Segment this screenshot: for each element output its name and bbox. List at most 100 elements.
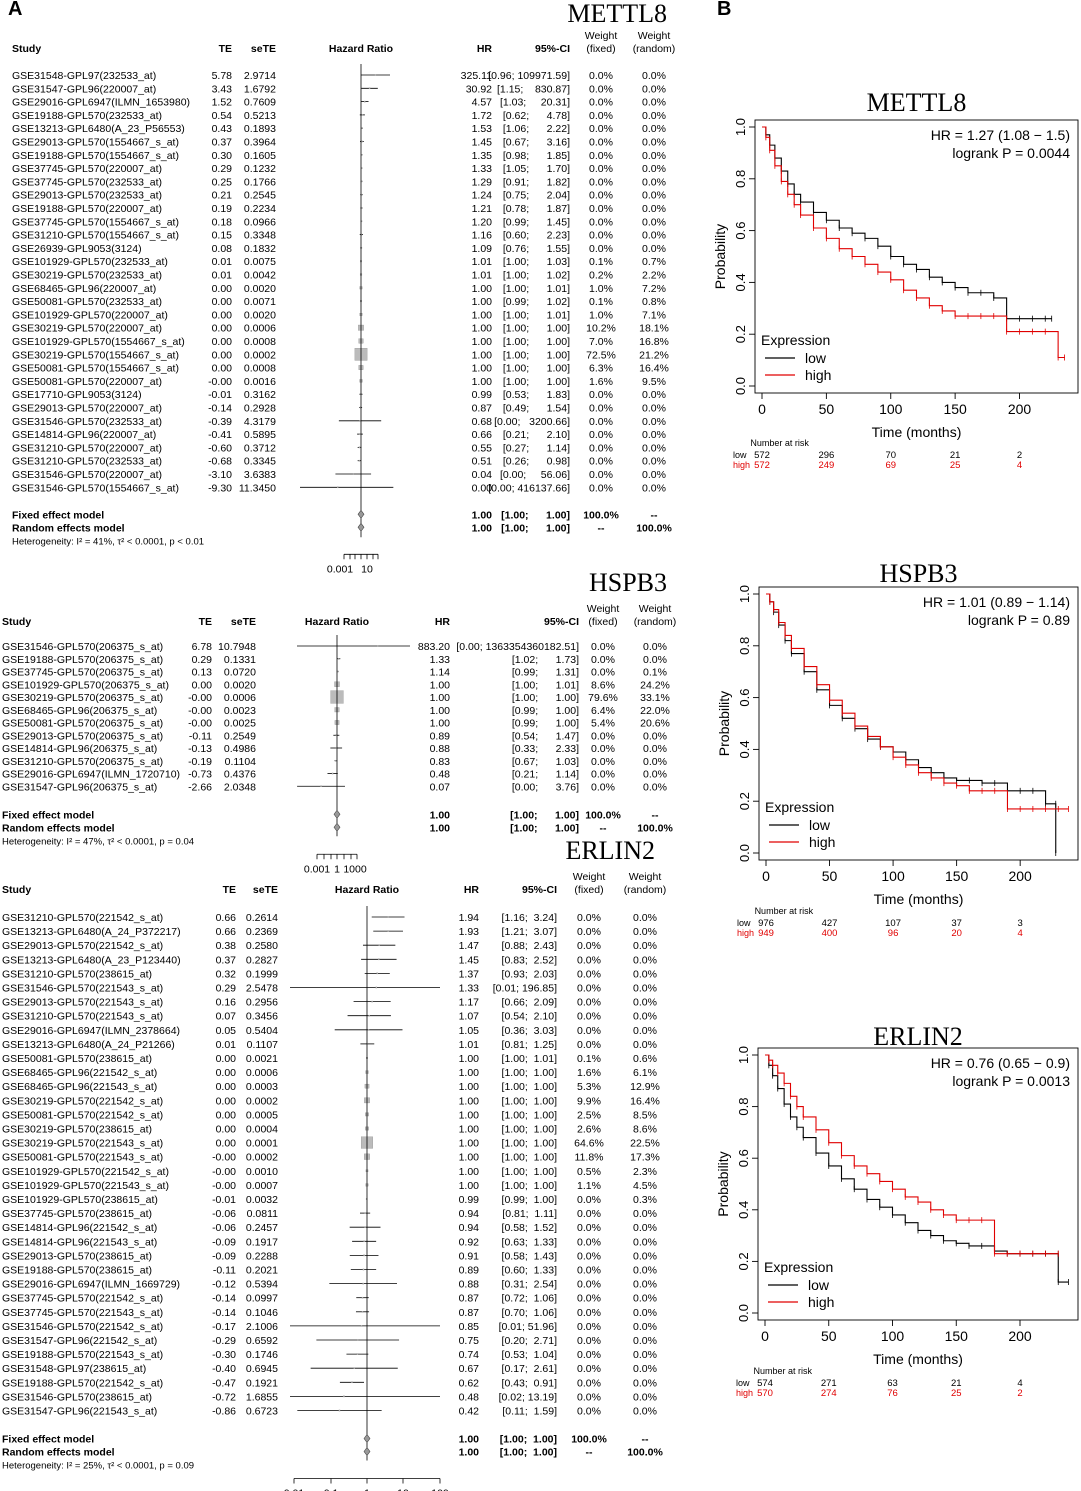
te-value: -2.66	[188, 781, 212, 793]
study-label: GSE13213-GPL6480(A_24_P372217)	[2, 926, 181, 938]
te-value: -0.41	[208, 429, 232, 441]
te-value: 0.00	[212, 296, 233, 308]
sete-value: 0.1999	[246, 968, 278, 980]
fixed-effect-diamond	[357, 509, 365, 519]
ci-value: [1.02; 1.73]	[512, 654, 579, 666]
km-risk-header: Number at risk	[750, 438, 809, 448]
study-label: GSE31547-GPL96(221542_s_at)	[2, 1335, 157, 1347]
study-label: GSE31546-GPL570(221543_s_at)	[2, 983, 163, 995]
sete-value: 0.5404	[246, 1025, 278, 1037]
hr-value: 1.01	[459, 1039, 480, 1051]
sete-value: 0.0003	[246, 1081, 278, 1093]
km-logrank-text: logrank P = 0.0044	[952, 145, 1070, 161]
km-risk-count: 63	[887, 1378, 898, 1389]
ci-value: [0.00; 416137.66]	[488, 482, 570, 494]
km-legend-label-low: low	[805, 350, 827, 366]
study-label: GSE37745-GPL570(232533_at)	[12, 176, 162, 188]
weight-random-value: 0.0%	[633, 1025, 657, 1037]
weight-fixed-value: 8.6%	[591, 679, 615, 691]
km-risk-row-label-high: high	[736, 1388, 753, 1398]
km-hr-text: HR = 1.01 (0.89 − 1.14)	[923, 594, 1070, 610]
km-x-tick-label: 150	[945, 1328, 969, 1344]
sete-value: 0.5895	[244, 429, 276, 441]
study-label: GSE101929-GPL570(221542_s_at)	[2, 1166, 169, 1178]
weight-fixed-value: 0.0%	[589, 203, 613, 215]
hr-value: 325.11	[461, 70, 492, 82]
study-label: GSE13213-GPL6480(A_23_P56553)	[12, 123, 185, 135]
col-header-sete: seTE	[231, 616, 256, 628]
sete-value: 0.2580	[246, 940, 278, 952]
weight-fixed-value: 0.0%	[589, 243, 613, 255]
study-label: GSE29016-GPL6947(ILMN_1720710)	[2, 769, 180, 781]
km-plot-frame	[757, 1047, 1079, 1321]
sete-value: 0.2549	[224, 730, 256, 742]
sete-value: 0.1331	[224, 654, 256, 666]
weight-random-value: 22.0%	[640, 705, 670, 717]
weight-fixed-value: 0.0%	[577, 1236, 601, 1248]
weight-fixed-value: 0.0%	[577, 1349, 601, 1361]
sete-value: 0.0002	[246, 1152, 278, 1164]
weight-fixed-value: 0.0%	[577, 1265, 601, 1277]
weight-fixed-value: 0.2%	[589, 270, 613, 282]
weight-fixed-value: 0.0%	[589, 429, 613, 441]
col-header-weight-random: Weight	[639, 603, 672, 615]
km-x-axis-label: Time (months)	[872, 424, 962, 440]
ci-value: [1.00; 1.01]	[503, 309, 570, 321]
fixed-effect-label: Fixed effect model	[2, 809, 94, 821]
hr-axis-tick-label: 1	[364, 1488, 370, 1491]
km-risk-count: 274	[821, 1388, 837, 1399]
study-weight-square	[331, 772, 334, 775]
weight-fixed-value: 5.4%	[591, 718, 615, 730]
te-value: 0.54	[212, 110, 233, 122]
ci-value: [1.00; 1.01]	[512, 679, 579, 691]
ci-value: [1.00; 1.00]	[502, 1124, 558, 1136]
study-label: GSE101929-GPL570(206375_s_at)	[2, 679, 169, 691]
te-value: -0.47	[212, 1377, 236, 1389]
ci-value: [1.00; 1.00]	[502, 1166, 558, 1178]
te-value: 0.00	[216, 1124, 237, 1136]
ci-value: [0.31; 2.54]	[502, 1279, 558, 1291]
ci-value: [0.98; 1.85]	[503, 150, 570, 162]
te-value: 0.66	[216, 926, 237, 938]
te-value: 6.78	[192, 641, 213, 653]
te-value: 0.00	[212, 363, 233, 375]
hr-value: 1.00	[472, 376, 493, 388]
random-hr-value: 1.00	[472, 522, 493, 534]
te-value: 0.00	[192, 679, 213, 691]
study-label: GSE19188-GPL570(232533_at)	[12, 110, 162, 122]
sete-value: 0.2369	[246, 926, 278, 938]
km-y-tick-label: 1.0	[733, 118, 748, 136]
ci-value: [1.00; 1.00]	[512, 692, 579, 704]
hr-value: 0.51	[472, 456, 493, 468]
study-label: GSE50081-GPL570(206375_s_at)	[2, 718, 163, 730]
sete-value: 0.0016	[244, 376, 276, 388]
heterogeneity-text: Heterogeneity: I² = 25%, τ² < 0.0001, p …	[2, 1461, 194, 1472]
sete-value: 0.0042	[244, 270, 276, 282]
km-legend-title: Expression	[765, 799, 834, 815]
study-label: GSE31546-GPL570(232533_at)	[12, 416, 162, 428]
weight-fixed-value: 0.0%	[577, 1208, 601, 1220]
te-value: 0.29	[212, 163, 233, 175]
ci-value: [0.99; 1.02]	[503, 296, 570, 308]
te-value: -0.00	[188, 718, 212, 730]
km-y-tick-label: 0.0	[736, 1304, 751, 1322]
sete-value: 0.1232	[244, 163, 276, 175]
ci-value: [0.36; 3.03]	[502, 1025, 558, 1037]
sete-value: 0.2457	[246, 1222, 278, 1234]
sete-value: 0.0023	[224, 705, 256, 717]
sete-value: 0.0002	[244, 349, 276, 361]
ci-value: [0.75; 2.04]	[503, 190, 570, 202]
weight-random-value: 9.5%	[642, 376, 666, 388]
sete-value: 0.0071	[244, 296, 276, 308]
forest-title: HSPB3	[589, 568, 667, 597]
weight-fixed-value: 0.0%	[577, 954, 601, 966]
sete-value: 0.2928	[244, 403, 276, 415]
km-y-tick-label: 0.4	[733, 273, 748, 291]
sete-value: 2.0348	[224, 781, 256, 793]
hr-value: 1.00	[459, 1053, 480, 1065]
te-value: 3.43	[212, 83, 233, 95]
km-risk-count: 21	[950, 450, 961, 461]
hr-value: 1.00	[459, 1166, 480, 1178]
study-label: GSE19188-GPL570(220007_at)	[12, 203, 162, 215]
weight-random-value: 0.0%	[643, 769, 667, 781]
